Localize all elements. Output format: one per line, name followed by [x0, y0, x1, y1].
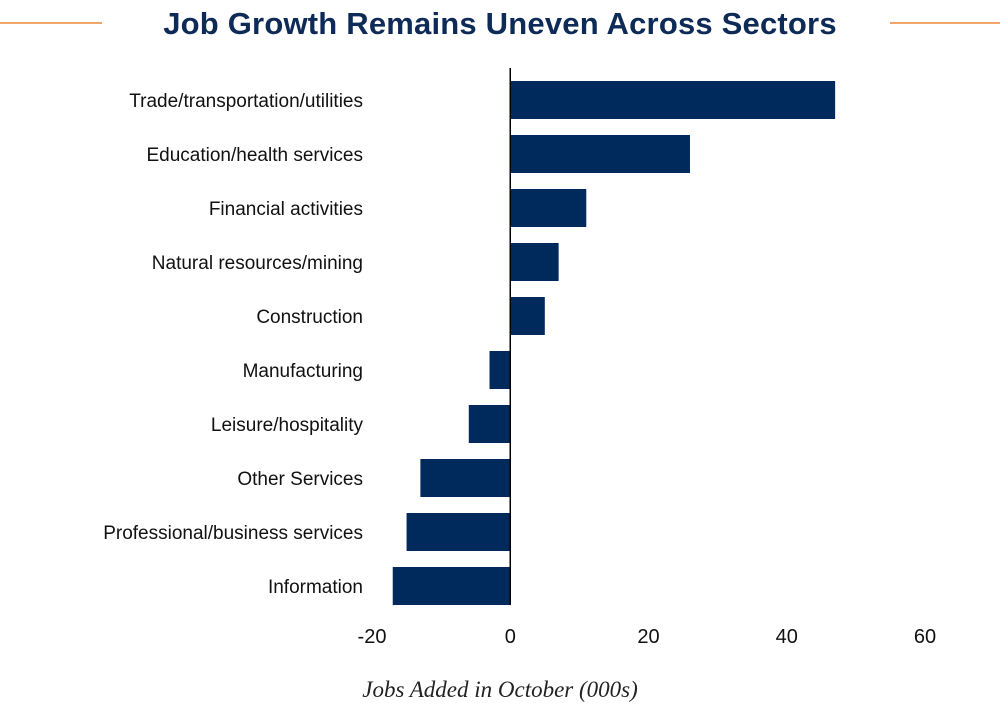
bar	[510, 81, 836, 119]
bar	[392, 567, 511, 605]
title-rule-right	[890, 22, 1000, 24]
bar	[510, 243, 559, 281]
category-label: Information	[268, 577, 363, 598]
x-tick-label: 60	[914, 626, 936, 648]
bar	[406, 513, 511, 551]
category-label: Education/health services	[146, 145, 363, 166]
x-tick-label: 40	[776, 626, 798, 648]
bar	[489, 351, 511, 389]
x-tick-label: -20	[358, 626, 387, 648]
category-label: Trade/transportation/utilities	[129, 91, 363, 112]
category-label: Natural resources/mining	[152, 253, 363, 274]
category-label: Financial activities	[209, 199, 363, 220]
x-tick-label: 0	[505, 626, 516, 648]
title-rule-left	[0, 22, 102, 24]
category-label: Other Services	[237, 469, 363, 490]
x-tick-label: 20	[637, 626, 659, 648]
category-label: Manufacturing	[243, 361, 363, 382]
bar	[510, 189, 587, 227]
bar	[420, 459, 511, 497]
bar	[510, 135, 690, 173]
category-label: Leisure/hospitality	[211, 415, 364, 436]
bar	[468, 405, 511, 443]
category-label: Professional/business services	[103, 523, 363, 544]
x-axis-label: Jobs Added in October (000s)	[362, 677, 638, 702]
chart-title: Job Growth Remains Uneven Across Sectors	[163, 6, 837, 41]
category-label: Construction	[256, 307, 363, 328]
bar	[510, 297, 545, 335]
